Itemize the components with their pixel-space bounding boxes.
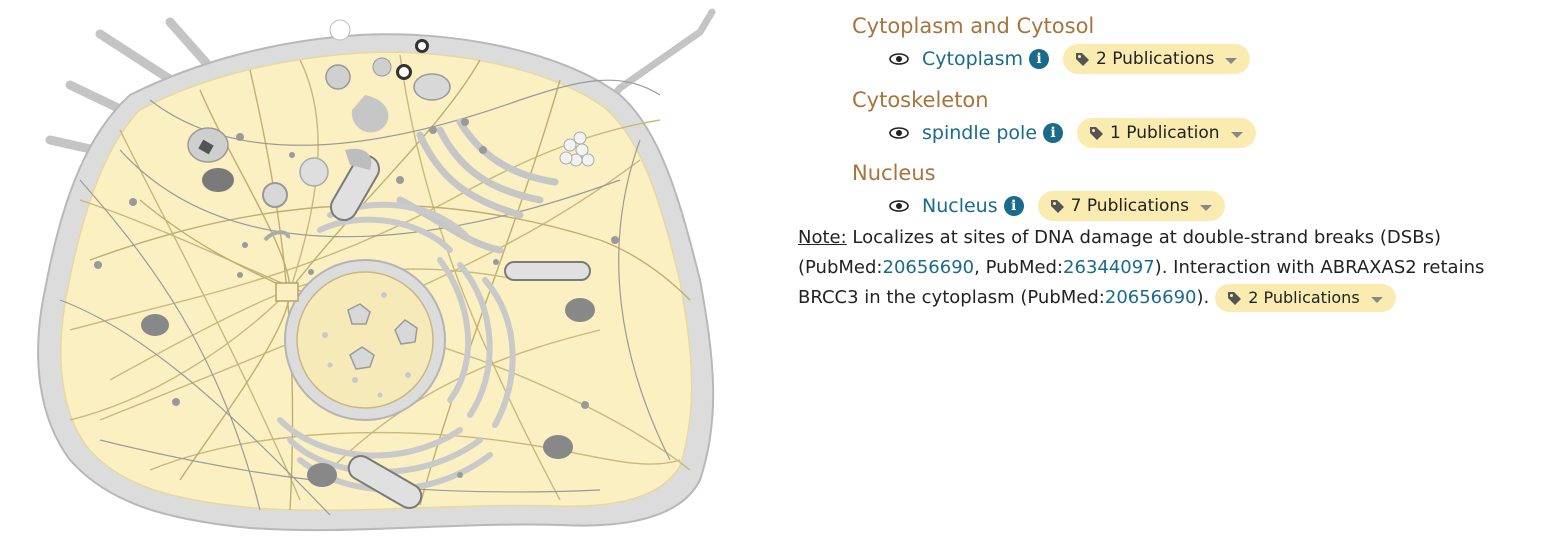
publications-button-note[interactable]: 2 Publications <box>1215 284 1395 312</box>
publications-button-spindle-pole[interactable]: 1 Publication <box>1077 118 1256 148</box>
note-text: ). <box>1197 287 1210 308</box>
publications-count: 1 Publication <box>1110 123 1220 143</box>
publications-count: 2 Publications <box>1096 49 1214 69</box>
location-row-nucleus: Nucleus i 7 Publications <box>888 191 1225 221</box>
tag-icon <box>1050 199 1065 213</box>
location-link-cytoplasm[interactable]: Cytoplasm <box>922 48 1023 70</box>
publications-count: 2 Publications <box>1248 283 1359 313</box>
eye-icon[interactable] <box>888 199 910 213</box>
publications-button-cytoplasm[interactable]: 2 Publications <box>1063 44 1250 74</box>
centrosome <box>276 283 298 301</box>
eye-icon[interactable] <box>888 52 910 66</box>
category-cytoskeleton: Cytoskeleton <box>852 88 989 112</box>
pubmed-link[interactable]: 26344097 <box>1063 257 1155 278</box>
info-icon[interactable]: i <box>1043 123 1063 143</box>
chevron-down-icon <box>1231 132 1243 138</box>
note-text: , PubMed: <box>974 257 1063 278</box>
location-link-nucleus[interactable]: Nucleus <box>922 195 998 217</box>
note-paragraph: Note: Localizes at sites of DNA damage a… <box>798 223 1543 313</box>
note-label: Note: <box>798 227 847 248</box>
eye-icon[interactable] <box>888 126 910 140</box>
publications-count: 7 Publications <box>1071 196 1189 216</box>
cell-diagram <box>0 0 760 547</box>
publications-button-nucleus[interactable]: 7 Publications <box>1038 191 1225 221</box>
chevron-down-icon <box>1371 297 1383 303</box>
location-row-cytoplasm: Cytoplasm i 2 Publications <box>888 44 1250 74</box>
info-icon[interactable]: i <box>1029 49 1049 69</box>
chevron-down-icon <box>1200 205 1212 211</box>
tag-icon <box>1075 52 1090 66</box>
tag-icon <box>1089 126 1104 140</box>
category-cytoplasm-cytosol: Cytoplasm and Cytosol <box>852 14 1094 38</box>
pubmed-link[interactable]: 20656690 <box>1105 287 1197 308</box>
category-nucleus: Nucleus <box>852 161 936 185</box>
pubmed-link[interactable]: 20656690 <box>883 257 975 278</box>
location-row-spindle-pole: spindle pole i 1 Publication <box>888 118 1256 148</box>
chevron-down-icon <box>1225 58 1237 64</box>
nucleus-organelle <box>285 260 445 420</box>
tag-icon <box>1227 291 1242 305</box>
info-icon[interactable]: i <box>1004 196 1024 216</box>
location-link-spindle-pole[interactable]: spindle pole <box>922 122 1037 144</box>
